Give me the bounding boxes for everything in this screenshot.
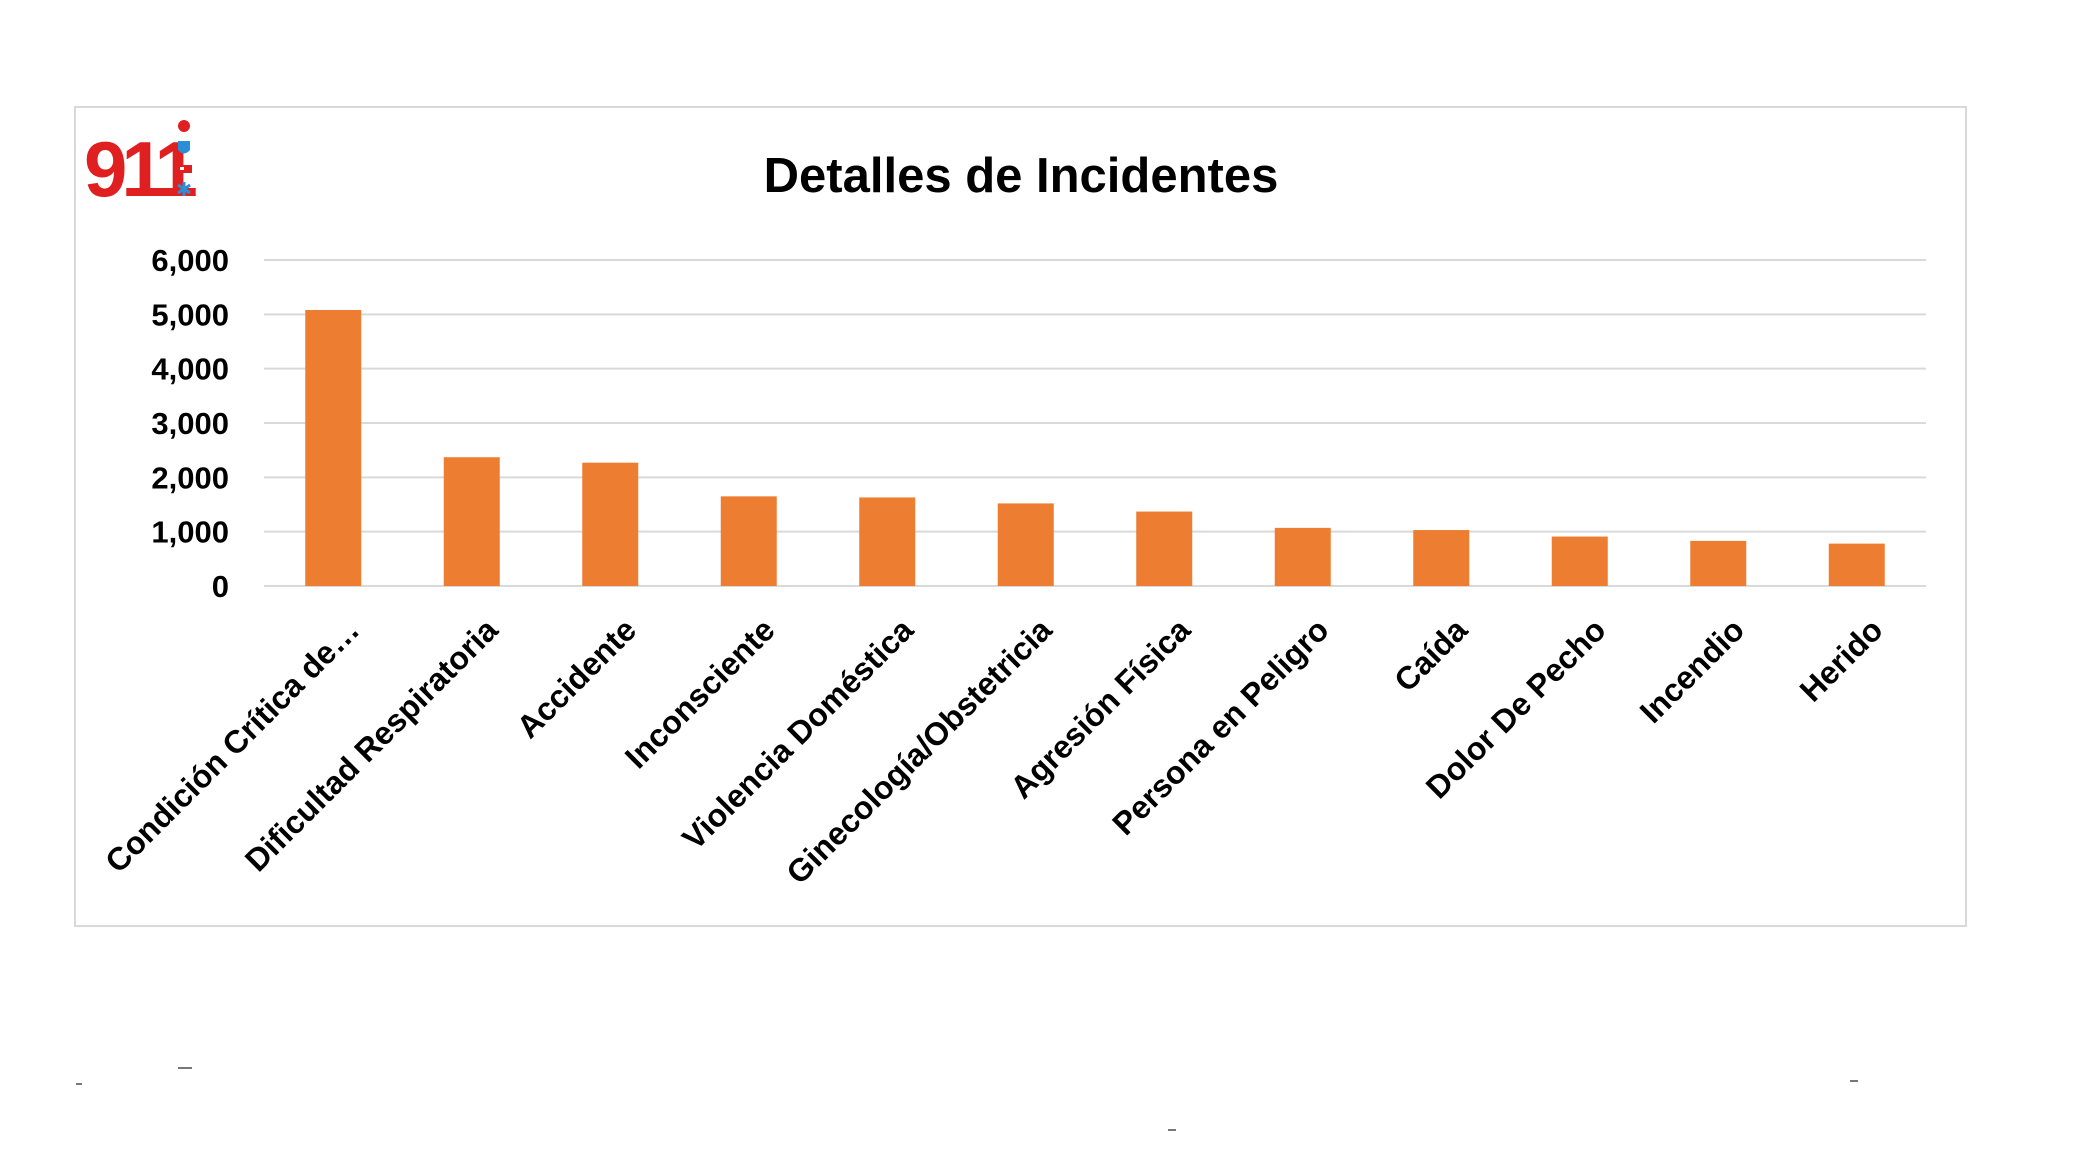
bar xyxy=(1690,540,1747,586)
chart-title: Detalles de Incidentes xyxy=(764,149,1279,203)
bar xyxy=(720,496,777,586)
bars xyxy=(305,309,1885,586)
bar xyxy=(1136,511,1193,586)
heart-icon xyxy=(178,120,190,132)
x-axis-category-labels: Condición Crítica de…Dificultad Respirat… xyxy=(98,611,1890,891)
y-axis-tick-labels: 0 1,000 2,000 3,000 4,000 5,000 6,000 xyxy=(151,243,229,604)
logo-911: 911 xyxy=(84,120,202,213)
bar xyxy=(443,457,500,586)
bar xyxy=(1274,527,1331,586)
y-tick-label: 4,000 xyxy=(151,352,229,387)
bar xyxy=(1828,543,1885,586)
y-tick-label: 2,000 xyxy=(151,460,229,495)
bar xyxy=(1413,530,1470,586)
star-of-life-icon xyxy=(177,182,191,196)
x-category-label: Violencia Doméstica xyxy=(675,611,920,856)
gridlines xyxy=(264,259,1926,587)
stray-mark xyxy=(178,1067,192,1069)
x-category-label: Condición Crítica de… xyxy=(98,611,366,879)
stray-mark xyxy=(1168,1129,1176,1131)
x-category-label: Caída xyxy=(1387,611,1474,698)
bar xyxy=(582,462,639,586)
ambulance-icon xyxy=(177,165,192,173)
x-category-label: Herido xyxy=(1793,611,1890,708)
y-tick-label: 1,000 xyxy=(151,515,229,550)
x-category-label: Dificultad Respiratoria xyxy=(238,611,505,878)
y-tick-label: 5,000 xyxy=(151,297,229,332)
y-tick-label: 0 xyxy=(212,569,229,604)
bar xyxy=(859,497,916,586)
x-category-label: Incendio xyxy=(1633,611,1751,729)
y-tick-label: 6,000 xyxy=(151,243,229,278)
bar xyxy=(305,309,362,586)
x-category-label: Ginecología/Obstetricia xyxy=(779,611,1059,891)
bar xyxy=(1551,536,1608,586)
bar xyxy=(997,503,1054,586)
x-category-label: Accidente xyxy=(510,611,644,745)
shield-icon xyxy=(178,141,190,154)
y-tick-label: 3,000 xyxy=(151,406,229,441)
stray-mark xyxy=(1850,1080,1858,1082)
stray-mark xyxy=(76,1083,82,1085)
